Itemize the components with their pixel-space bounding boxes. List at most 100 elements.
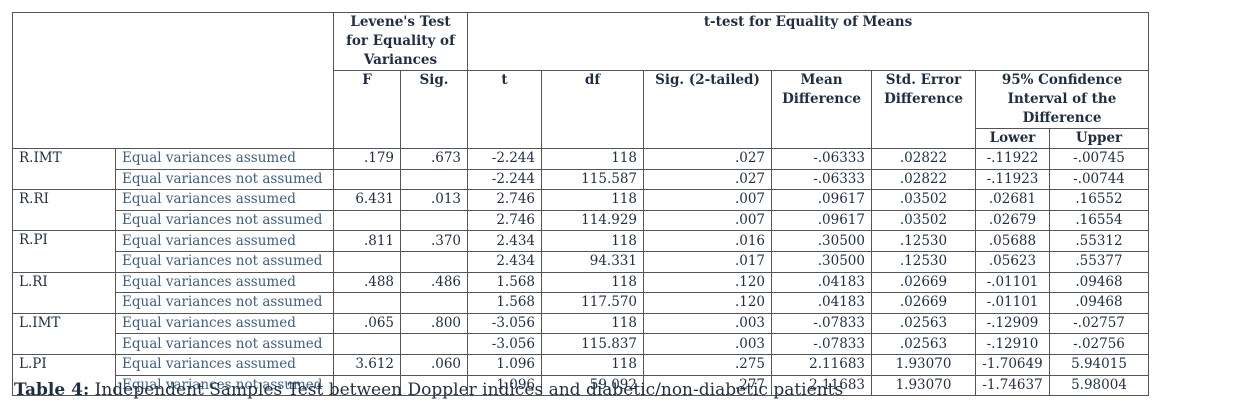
- variable-cell: R.RI: [12, 189, 116, 232]
- std-error-cell: .02822: [871, 148, 976, 170]
- df-cell: 118: [541, 312, 644, 335]
- sig-cell: .060: [400, 353, 468, 376]
- sig-cell: [400, 250, 468, 273]
- std-error-header: Std. Error Difference: [871, 70, 976, 149]
- table-row: L.RI Equal variances assumed .488.486 1.568…: [12, 271, 1149, 314]
- std-error-cell: .02563: [871, 312, 976, 335]
- t-cell: 2.746: [467, 209, 542, 232]
- std-error-cell: .02822: [871, 168, 976, 191]
- mean-difference-cell: .04183: [771, 292, 872, 314]
- table-row: Equal variances not assumed 2.434 94.331.0…: [13, 250, 1149, 273]
- lower-cell: -1.74637: [975, 374, 1050, 397]
- t-cell: -3.056: [467, 333, 542, 355]
- sig2-cell: .027: [643, 168, 772, 191]
- lower-cell: -.12909: [975, 312, 1050, 335]
- f-header: F: [333, 70, 401, 149]
- sig-cell: .486: [400, 271, 468, 294]
- t-cell: 2.746: [467, 189, 542, 211]
- sig2-cell: .003: [643, 312, 772, 335]
- mean-difference-cell: .30500: [771, 230, 872, 252]
- assumption-cell: Equal variances assumed: [115, 353, 334, 376]
- sig2-cell: .003: [643, 333, 772, 355]
- assumption-cell: Equal variances not assumed: [115, 168, 334, 191]
- assumption-cell: Equal variances assumed: [115, 312, 334, 335]
- lower-cell: .05688: [975, 230, 1050, 252]
- df-cell: 114.929: [541, 209, 644, 232]
- lower-cell: -.01101: [975, 292, 1050, 314]
- df-cell: 118: [541, 353, 644, 376]
- std-error-cell: .02669: [871, 271, 976, 294]
- std-error-cell: .12530: [871, 230, 976, 252]
- table-row: L.PI Equal variances assumed 3.612.060 1.09…: [12, 353, 1149, 397]
- assumption-cell: Equal variances assumed: [115, 230, 334, 252]
- empty-corner-cell: [12, 12, 334, 149]
- table-row: R.IMT Equal variances assumed .179.673 -2.2…: [12, 147, 1149, 191]
- variable-cell: L.PI: [12, 353, 116, 397]
- mean-difference-cell: 2.11683: [771, 353, 872, 376]
- df-header: df: [541, 70, 644, 149]
- std-error-cell: 1.93070: [871, 374, 976, 397]
- sig2-cell: .120: [643, 292, 772, 314]
- upper-cell: -.00745: [1049, 148, 1149, 170]
- variable-cell: R.PI: [12, 230, 116, 273]
- f-cell: 6.431: [333, 189, 401, 211]
- assumption-cell: Equal variances assumed: [115, 189, 334, 211]
- t-cell: 1.096: [467, 374, 542, 397]
- sig2-cell: .120: [643, 271, 772, 294]
- df-cell: 117.570: [541, 292, 644, 314]
- upper-cell: .16554: [1049, 209, 1149, 232]
- assumption-cell: Equal variances assumed: [115, 271, 334, 294]
- table-caption: Table 4: Independent Samples Test betwee…: [14, 380, 843, 400]
- sig-cell: [400, 168, 468, 191]
- t-cell: -2.244: [467, 168, 542, 191]
- std-error-cell: .03502: [871, 209, 976, 232]
- assumption-cell: Equal variances not assumed: [115, 209, 334, 232]
- table-row: Equal variances not assumed -3.056 115.837…: [13, 333, 1149, 355]
- assumption-cell: Equal variances not assumed: [115, 374, 334, 397]
- f-cell: [333, 250, 401, 273]
- upper-cell: 5.94015: [1049, 353, 1149, 376]
- t-cell: 2.434: [467, 250, 542, 273]
- upper-cell: -.02757: [1049, 312, 1149, 335]
- f-cell: [333, 333, 401, 355]
- std-error-cell: .03502: [871, 189, 976, 211]
- lower-cell: -.11923: [975, 168, 1050, 191]
- sig2-cell: .275: [643, 353, 772, 376]
- table-row: Equal variances not assumed -2.244 115.587…: [13, 168, 1149, 191]
- caption-label: Table 4:: [14, 380, 90, 400]
- f-cell: 3.612: [333, 353, 401, 376]
- sig2-cell: .027: [643, 148, 772, 170]
- mean-difference-cell: -.07833: [771, 312, 872, 335]
- sig-cell: .370: [400, 230, 468, 252]
- f-cell: .179: [333, 148, 401, 170]
- sig2-cell: .277: [643, 374, 772, 397]
- upper-cell: .09468: [1049, 271, 1149, 294]
- confidence-interval-header: 95% Confidence Interval of the Differenc…: [975, 70, 1149, 129]
- sig-cell: .013: [400, 189, 468, 211]
- f-cell: [333, 292, 401, 314]
- upper-cell: 5.98004: [1049, 374, 1149, 397]
- ttest-header: t-test for Equality of Means: [467, 12, 1149, 71]
- mean-difference-cell: -.06333: [771, 168, 872, 191]
- table-row: Equal variances not assumed 1.568 117.570.…: [13, 292, 1149, 314]
- f-cell: [333, 209, 401, 232]
- lower-cell: .05623: [975, 250, 1050, 273]
- mean-difference-cell: 2.11683: [771, 374, 872, 397]
- std-error-cell: .02669: [871, 292, 976, 314]
- sig2-cell: .007: [643, 209, 772, 232]
- std-error-cell: .02563: [871, 333, 976, 355]
- df-cell: 94.331: [541, 250, 644, 273]
- sig-header: Sig.: [400, 70, 468, 149]
- table-row: Equal variances not assumed 2.746 114.929.…: [13, 209, 1149, 232]
- sig2-cell: .016: [643, 230, 772, 252]
- lower-cell: .02681: [975, 189, 1050, 211]
- variable-cell: L.RI: [12, 271, 116, 314]
- t-cell: 1.568: [467, 292, 542, 314]
- t-header: t: [467, 70, 542, 149]
- df-cell: 118: [541, 148, 644, 170]
- table-row: R.PI Equal variances assumed .811.370 2.434…: [12, 230, 1149, 273]
- mean-difference-cell: -.06333: [771, 148, 872, 170]
- f-cell: .065: [333, 312, 401, 335]
- sig-cell: [400, 209, 468, 232]
- mean-difference-cell: .04183: [771, 271, 872, 294]
